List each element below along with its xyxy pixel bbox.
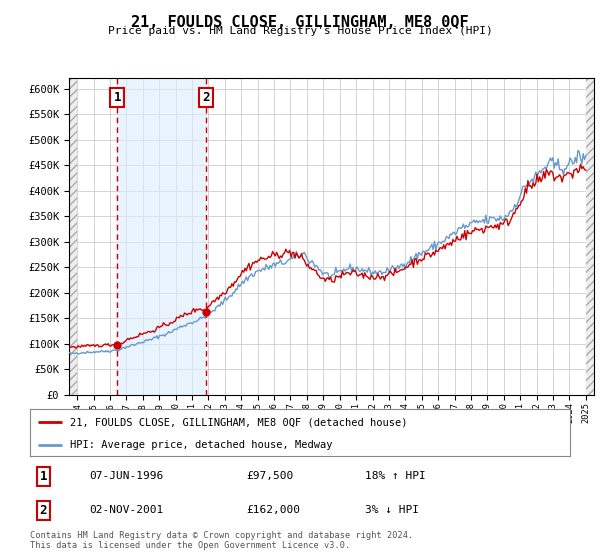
Text: 3% ↓ HPI: 3% ↓ HPI: [365, 505, 419, 515]
Text: £97,500: £97,500: [246, 471, 293, 481]
Text: 02-NOV-2001: 02-NOV-2001: [89, 505, 164, 515]
Text: £162,000: £162,000: [246, 505, 300, 515]
Text: 1: 1: [113, 91, 121, 104]
Text: 21, FOULDS CLOSE, GILLINGHAM, ME8 0QF: 21, FOULDS CLOSE, GILLINGHAM, ME8 0QF: [131, 15, 469, 30]
Bar: [586, 78, 594, 395]
Text: HPI: Average price, detached house, Medway: HPI: Average price, detached house, Medw…: [71, 440, 333, 450]
Text: Contains HM Land Registry data © Crown copyright and database right 2024.
This d: Contains HM Land Registry data © Crown c…: [30, 531, 413, 550]
Text: Price paid vs. HM Land Registry's House Price Index (HPI): Price paid vs. HM Land Registry's House …: [107, 26, 493, 36]
Text: 18% ↑ HPI: 18% ↑ HPI: [365, 471, 425, 481]
Text: 2: 2: [202, 91, 209, 104]
Text: 21, FOULDS CLOSE, GILLINGHAM, ME8 0QF (detached house): 21, FOULDS CLOSE, GILLINGHAM, ME8 0QF (d…: [71, 417, 408, 427]
Bar: [116, 78, 206, 395]
Text: 2: 2: [40, 504, 47, 517]
Text: 1: 1: [40, 470, 47, 483]
Bar: [69, 78, 77, 395]
Text: 07-JUN-1996: 07-JUN-1996: [89, 471, 164, 481]
